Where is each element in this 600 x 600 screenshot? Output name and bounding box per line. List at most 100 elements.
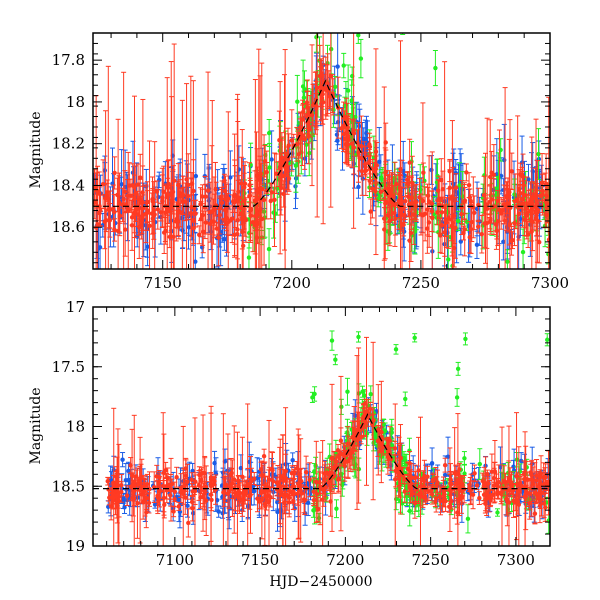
top-red-point (115, 192, 120, 198)
top-red-point (183, 199, 188, 205)
top-red-point (359, 168, 365, 174)
top-red-point (285, 156, 291, 162)
bottom-blue-point (518, 458, 524, 464)
top-red-point (330, 91, 335, 96)
bottom-blue-point (176, 498, 182, 503)
top-red-point (421, 170, 426, 175)
top-blue-point (335, 64, 340, 69)
top-green-point (446, 257, 451, 262)
top-red-point (497, 207, 502, 213)
top-green-point (455, 218, 461, 224)
top-green-point (505, 259, 510, 264)
top-red-point (522, 193, 527, 198)
top-red-point (404, 177, 410, 183)
top-blue-point (97, 245, 103, 250)
top-red-point (93, 185, 97, 190)
bottom-blue-point (429, 460, 435, 466)
top-red-point (262, 159, 268, 164)
top-red-point (247, 182, 252, 188)
top-green-point (293, 163, 299, 168)
top-red-point (320, 91, 325, 97)
top-green-point (355, 0, 359, 4)
top-red-point (540, 188, 545, 194)
top-red-point (236, 189, 241, 194)
top-red-point (453, 185, 459, 190)
top-red-point (539, 180, 545, 186)
top-red-point (128, 193, 134, 198)
bottom-blue-point (124, 487, 129, 492)
top-red-point (318, 84, 323, 89)
top-red-point (199, 194, 205, 199)
top-red-point (261, 197, 267, 203)
top-red-point (475, 224, 481, 229)
top-red-point (158, 210, 164, 215)
top-red-point (165, 185, 171, 191)
top-red-point (344, 142, 349, 147)
top-red-point (138, 175, 143, 180)
top-red-point (488, 174, 493, 180)
top-red-point (240, 243, 246, 249)
top-red-point (363, 168, 369, 174)
top-red-point (373, 149, 379, 154)
top-red-point (370, 186, 375, 191)
top-red-point (178, 210, 183, 215)
top-red-point (281, 191, 286, 197)
top-red-point (286, 143, 291, 148)
top-y-tick-label: 17.8 (52, 51, 85, 69)
top-red-point (191, 225, 196, 231)
top-green-point (457, 183, 462, 188)
top-red-point (135, 206, 140, 212)
top-red-point (368, 209, 373, 214)
top-red-point (248, 213, 253, 218)
top-red-point (443, 218, 448, 223)
top-red-point (145, 208, 150, 213)
top-red-point (239, 181, 244, 186)
bottom-green-point (465, 516, 471, 522)
top-green-point (349, 98, 354, 103)
top-red-point (198, 216, 204, 222)
top-green-point (266, 246, 272, 252)
top-green-point (400, 25, 404, 29)
top-red-point (117, 213, 123, 218)
top-green-point (246, 255, 252, 260)
top-green-point (510, 0, 514, 4)
top-red-point (437, 233, 443, 238)
top-red-point (150, 196, 155, 202)
top-blue-point (526, 177, 531, 182)
top-red-point (387, 191, 392, 197)
top-red-point (505, 201, 511, 206)
top-red-point (374, 163, 380, 168)
top-red-point (259, 216, 265, 222)
top-x-tick-label: 7250 (402, 274, 440, 292)
top-green-point (333, 84, 338, 89)
top-red-point (405, 181, 411, 186)
top-red-point (479, 232, 485, 237)
top-red-point (484, 206, 490, 211)
top-red-point (472, 210, 477, 216)
top-red-point (425, 193, 431, 198)
top-red-point (349, 141, 355, 146)
bottom-blue-point (443, 472, 448, 478)
top-red-point (132, 209, 138, 215)
top-blue-point (222, 236, 227, 242)
top-red-point (339, 126, 344, 131)
top-red-point (255, 188, 260, 194)
bottom-blue-point (120, 457, 125, 462)
top-red-point (278, 185, 284, 191)
top-red-point (520, 197, 525, 202)
top-red-point (346, 133, 351, 139)
top-red-point (409, 195, 414, 200)
top-blue-point (501, 239, 506, 244)
top-red-point (410, 180, 415, 186)
top-blue-point (474, 242, 480, 248)
top-green-point (304, 142, 309, 147)
top-blue-point (429, 167, 434, 173)
bottom-blue-point (216, 509, 221, 514)
top-red-point (355, 140, 360, 146)
bottom-blue-point (308, 485, 313, 491)
top-blue-point (377, 159, 382, 165)
top-red-point (241, 198, 247, 204)
top-red-point (180, 191, 185, 197)
top-green-point (302, 86, 307, 92)
top-red-point (515, 197, 520, 202)
